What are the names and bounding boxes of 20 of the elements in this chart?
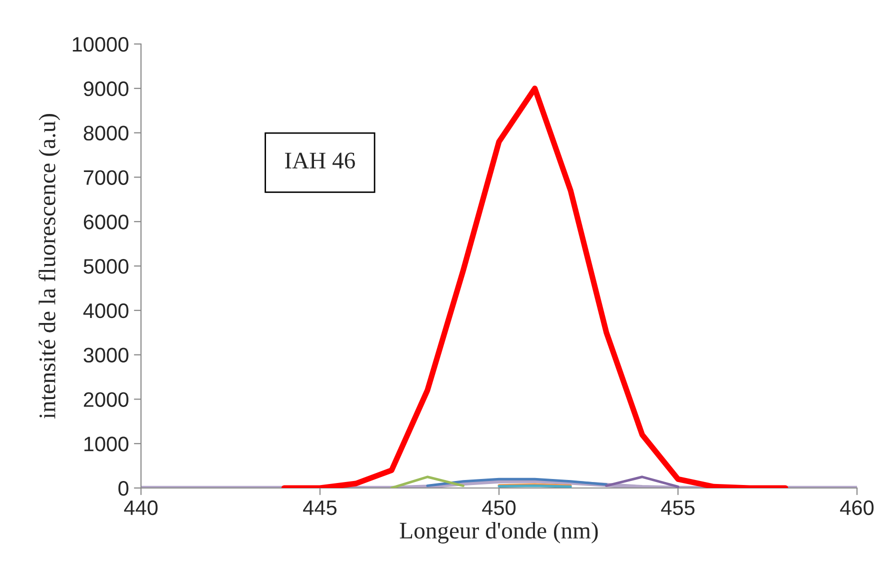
y-tick-label: 1000 [84, 436, 128, 452]
x-tick-label: 450 [482, 500, 516, 516]
y-tick-label: 8000 [84, 126, 128, 141]
annotation: IAH 46 [285, 152, 355, 169]
y-tick-label: 7000 [84, 170, 128, 185]
y-tick-label: 9000 [84, 81, 128, 96]
y-tick-label: 0 [118, 481, 128, 496]
y-tick-label: 6000 [84, 214, 128, 230]
y-tick-label: 5000 [84, 259, 128, 274]
x-tick-label: 440 [124, 500, 158, 516]
y-tick-label: 2000 [84, 392, 128, 407]
y-axis-title: intensité de la fluorescence (a.u) [38, 114, 60, 419]
x-tick-label: 455 [661, 500, 695, 516]
line-series [426, 478, 608, 488]
y-tick-label: 10000 [72, 37, 128, 52]
x-axis-title: Longeur d'onde (nm) [400, 522, 598, 544]
y-tick-label: 4000 [83, 303, 128, 318]
x-tick-label: 460 [840, 500, 874, 516]
x-tick-label: 445 [303, 500, 337, 516]
y-tick-label: 3000 [84, 348, 128, 363]
